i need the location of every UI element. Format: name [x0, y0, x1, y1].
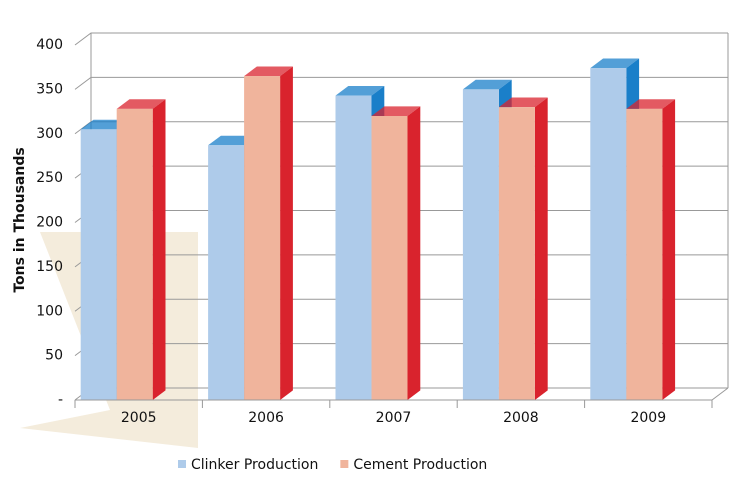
bar: [626, 108, 663, 401]
y-tick-label: 200: [36, 215, 63, 231]
bar-side: [534, 97, 548, 401]
x-tick-label: 2005: [121, 410, 157, 426]
bar-top: [371, 106, 421, 116]
bar: [80, 129, 117, 400]
bar-side: [280, 66, 293, 401]
bar-top: [462, 79, 512, 90]
bar-side: [662, 99, 676, 401]
y-tick-label: 50: [45, 348, 63, 364]
x-tick-label: 2007: [376, 410, 412, 426]
bar-top: [335, 85, 385, 96]
x-tick-label: 2009: [630, 410, 666, 426]
bar: [462, 89, 499, 400]
bar: [335, 95, 372, 401]
y-tick-label: 350: [36, 81, 63, 97]
bar: [371, 116, 408, 400]
legend-swatch: [340, 460, 349, 468]
grid-line: [74, 32, 728, 46]
bar: [590, 68, 627, 400]
y-tick-label: 400: [36, 37, 63, 53]
bar-top: [626, 99, 676, 109]
bar: [116, 108, 153, 401]
x-tick-label: 2008: [503, 410, 539, 426]
x-tick-label: 2006: [248, 410, 284, 426]
y-tick-label: -: [58, 392, 63, 408]
y-tick-label: 300: [36, 126, 63, 142]
y-tick-label: 100: [36, 303, 63, 319]
bar: [498, 107, 535, 400]
bar-top: [498, 97, 548, 108]
floor-line: [75, 387, 729, 401]
bar: [208, 145, 245, 400]
bar-top: [244, 66, 293, 77]
legend-swatch: [178, 460, 186, 468]
bar: [244, 76, 281, 400]
legend-label: Cement Production: [353, 457, 487, 473]
y-tick-label: 150: [36, 259, 63, 275]
bar-top: [116, 99, 166, 109]
bar-side: [407, 106, 421, 401]
bar-side: [152, 99, 166, 401]
bar-top: [590, 58, 640, 69]
legend-label: Clinker Production: [191, 457, 318, 473]
y-axis-title: Tons in Thousands: [12, 147, 28, 292]
y-tick-label: 250: [36, 170, 63, 186]
